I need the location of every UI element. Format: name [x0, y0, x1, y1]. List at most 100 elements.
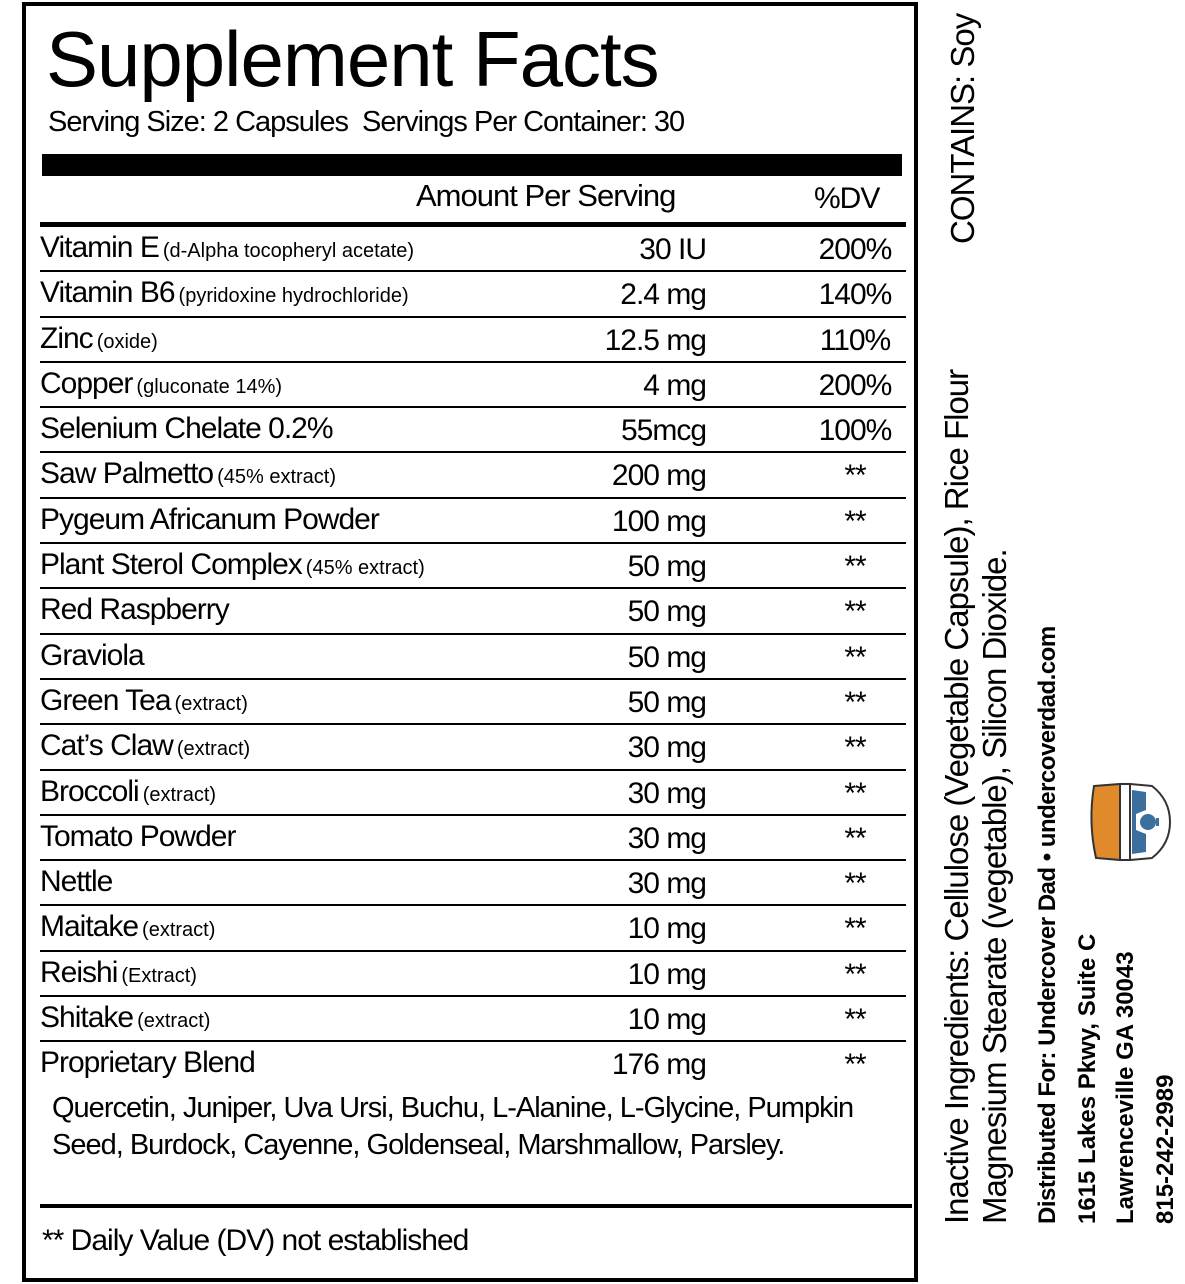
nutrient-label: Vitamin E [40, 231, 160, 264]
nutrient-name: Tomato Powder [40, 819, 236, 854]
nutrient-amount: 12.5 mg [604, 323, 707, 357]
nutrient-amount: 50 mg [627, 550, 707, 584]
table-row: Nettle 30 mg ** [40, 861, 906, 907]
nutrient-label: Copper [40, 366, 133, 400]
nutrient-label: Proprietary Blend [40, 1046, 256, 1080]
nutrient-label: Nettle [40, 865, 113, 899]
table-row: Graviola 50 mg ** [40, 635, 906, 680]
nutrient-label: Plant Sterol Complex [40, 548, 303, 582]
nutrient-name: Saw Palmetto (45% extract) [40, 457, 336, 491]
nutrient-name: Green Tea (extract) [40, 684, 248, 718]
nutrient-dv: 100% [818, 414, 893, 448]
table-row: Saw Palmetto (45% extract) 200 mg ** [40, 453, 906, 499]
nutrient-label: Green Tea [40, 683, 172, 717]
table-row: Red Raspberry 50 mg ** [40, 589, 906, 635]
nutrient-label: Cat’s Claw [40, 729, 174, 763]
table-row: Shitake (extract) 10 mg ** [40, 997, 906, 1043]
nutrient-amount: 100 mg [611, 504, 707, 538]
nutrient-note: (Extract) [121, 964, 197, 987]
nutrient-note: (pyridoxine hydrochloride) [178, 285, 409, 308]
table-row: Vitamin E (d-Alpha tocopheryl acetate) 30 … [40, 227, 906, 273]
nutrient-amount: 55mcg [620, 414, 707, 448]
nutrient-note: (gluconate 14%) [136, 375, 283, 398]
nutrient-amount: 10 mg [627, 912, 707, 946]
table-row: Green Tea (extract) 50 mg ** [40, 680, 906, 726]
nutrient-label: Tomato Powder [40, 819, 236, 853]
nutrient-name: Broccoli (extract) [40, 775, 216, 809]
nutrient-note: (extract) [174, 692, 248, 715]
nutrient-name: Cat’s Claw (extract) [40, 729, 250, 763]
nutrient-amount: 176 mg [611, 1048, 707, 1082]
table-row: Vitamin B6 (pyridoxine hydrochloride) 2.4 … [40, 272, 906, 318]
nutrient-name: Red Raspberry [40, 593, 230, 627]
divider-bar [42, 154, 902, 176]
table-row: Pygeum Africanum Powder 100 mg ** [40, 499, 906, 545]
nutrient-name: Pygeum Africanum Powder [40, 502, 380, 537]
nutrient-dv: ** [844, 776, 866, 810]
serving-info: Serving Size: 2 Capsules Servings Per Con… [48, 106, 698, 139]
table-row: Proprietary Blend 176 mg ** [40, 1042, 906, 1086]
nutrient-name: Reishi (Extract) [40, 956, 197, 990]
table-row: Tomato Powder 30 mg ** [40, 816, 906, 862]
nutrient-note: (extract) [176, 738, 251, 761]
nutrient-note: (extract) [137, 1010, 211, 1033]
nutrient-name: Graviola [40, 638, 145, 673]
nutrient-table: Vitamin E (d-Alpha tocopheryl acetate) 30 … [40, 227, 906, 1086]
nutrient-amount: 10 mg [627, 1003, 707, 1037]
serving-size: Serving Size: 2 Capsules [48, 106, 349, 138]
nutrient-dv: ** [844, 957, 866, 991]
amount-header: Amount Per Serving [416, 178, 676, 213]
nutrient-amount: 30 mg [627, 776, 707, 810]
nutrient-amount: 2.4 mg [620, 278, 707, 312]
nutrient-note: (extract) [142, 919, 216, 942]
nutrient-dv: ** [844, 459, 866, 493]
nutrient-amount: 30 mg [627, 867, 707, 901]
nutrient-label: Maitake [40, 910, 139, 944]
undercover-dad-logo [1090, 782, 1172, 862]
nutrient-name: Vitamin B6 (pyridoxine hydrochloride) [40, 276, 409, 310]
nutrient-name: Vitamin E (d-Alpha tocopheryl acetate) [40, 231, 414, 265]
nutrient-label: Reishi [40, 955, 118, 989]
nutrient-dv: ** [844, 912, 866, 946]
nutrient-name: Copper (gluconate 14%) [40, 367, 282, 401]
nutrient-dv: ** [844, 504, 866, 538]
nutrient-amount: 30 IU [639, 233, 707, 266]
nutrient-amount: 4 mg [643, 368, 707, 402]
nutrient-dv: ** [844, 821, 866, 855]
nutrient-amount: 30 mg [627, 821, 707, 855]
address-line1: 1615 Lakes Pkwy, Suite C [1074, 933, 1101, 1224]
nutrient-name: Plant Sterol Complex (45% extract) [40, 548, 425, 582]
nutrient-label: Vitamin B6 [40, 276, 176, 310]
nutrient-label: Selenium Chelate 0.2% [40, 412, 334, 446]
nutrient-note: (45% extract) [217, 466, 337, 489]
nutrient-amount: 50 mg [627, 685, 707, 719]
dv-header: %DV [814, 182, 880, 215]
nutrient-dv: ** [844, 640, 866, 674]
nutrient-label: Broccoli [40, 774, 140, 808]
nutrient-amount: 30 mg [627, 731, 707, 765]
nutrient-dv: 200% [818, 368, 893, 402]
supplement-facts-panel: Supplement Facts Serving Size: 2 Capsule… [22, 2, 918, 1282]
nutrient-dv: ** [844, 731, 866, 765]
table-row: Plant Sterol Complex (45% extract) 50 mg ** [40, 544, 906, 590]
nutrient-label: Graviola [40, 638, 145, 672]
nutrient-note: (d-Alpha tocopheryl acetate) [162, 240, 415, 262]
nutrient-dv: 140% [818, 278, 893, 312]
nutrient-label: Red Raspberry [40, 593, 230, 627]
footer-rule [40, 1204, 912, 1208]
nutrient-note: (45% extract) [305, 557, 425, 580]
nutrient-dv: ** [844, 685, 866, 719]
nutrient-label: Pygeum Africanum Powder [40, 502, 380, 536]
table-row: Reishi (Extract) 10 mg ** [40, 952, 906, 998]
nutrient-name: Selenium Chelate 0.2% [40, 412, 334, 446]
nutrient-dv: ** [844, 867, 866, 901]
blend-ingredients: Quercetin, Juniper, Uva Ursi, Buchu, L-A… [52, 1092, 854, 1161]
nutrient-name: Maitake (extract) [40, 910, 215, 944]
inactive-ingredients-line1: Inactive Ingredients: Cellulose (Vegetab… [938, 369, 975, 1224]
nutrient-label: Shitake [40, 1001, 134, 1035]
inactive-ingredients-line2: Magnesium Stearate (vegetable), Silicon … [976, 549, 1013, 1224]
address-line2: Lawrenceville GA 30043 [1112, 951, 1139, 1224]
table-row: Copper (gluconate 14%) 4 mg 200% [40, 363, 906, 409]
servings-per-container: Servings Per Container: 30 [362, 106, 685, 138]
side-panel: CONTAINS: Soy Inactive Ingredients: Cell… [930, 0, 1185, 1284]
